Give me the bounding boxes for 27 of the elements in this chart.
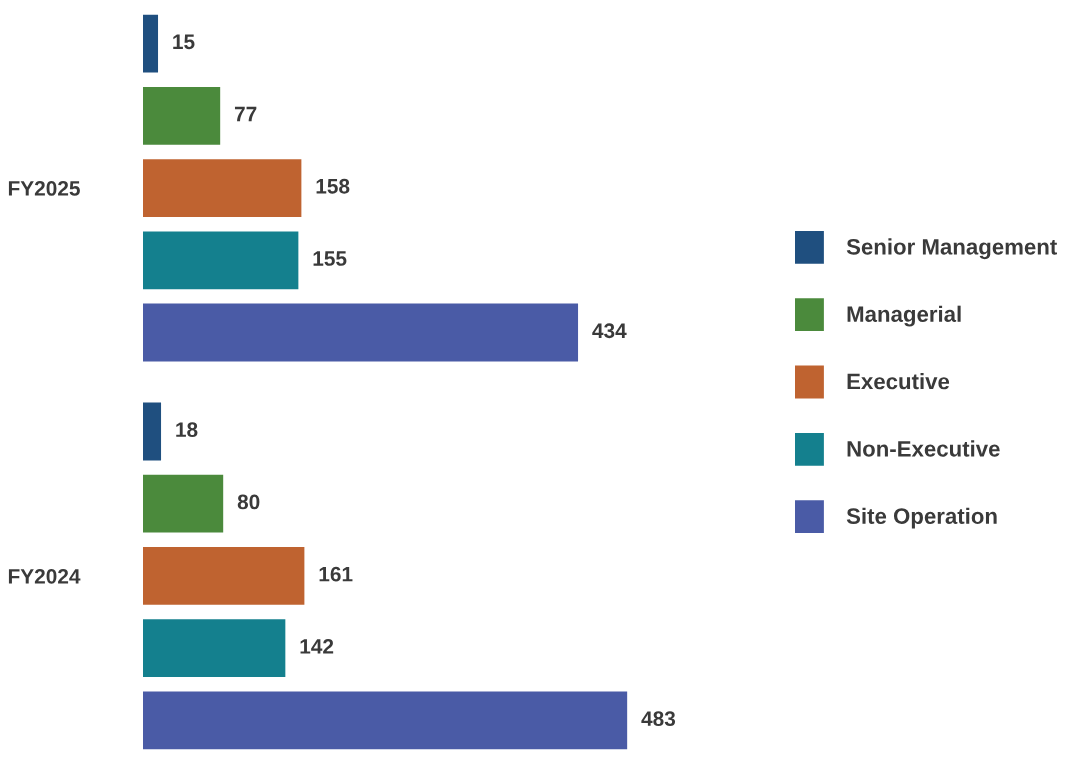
bar [143,86,221,145]
y-tick-label: FY2024 [8,568,81,584]
bar [143,691,628,750]
data-label: 155 [313,251,347,266]
legend-label: Senior Management [846,238,1057,260]
legend-label: Site Operation [846,507,997,529]
legend-label: Managerial [847,305,961,327]
bar [143,303,579,362]
data-label: 161 [319,566,353,582]
y-tick-label: FY2025 [8,181,80,196]
data-label: 142 [300,639,334,654]
legend-label: Executive [847,373,950,390]
data-label: 15 [173,34,195,50]
data-label: 80 [237,494,260,510]
bar [143,14,159,73]
bar [143,547,305,605]
bar [143,231,299,290]
bar [143,159,302,217]
legend-label: Non-Executive [847,440,1000,457]
data-label: 77 [234,106,257,122]
data-label: 158 [316,178,350,194]
data-label: 434 [592,323,627,339]
data-label: 18 [176,422,198,438]
data-label: 483 [641,711,676,727]
bar [143,474,224,533]
bar [143,402,162,461]
bar [143,619,286,678]
